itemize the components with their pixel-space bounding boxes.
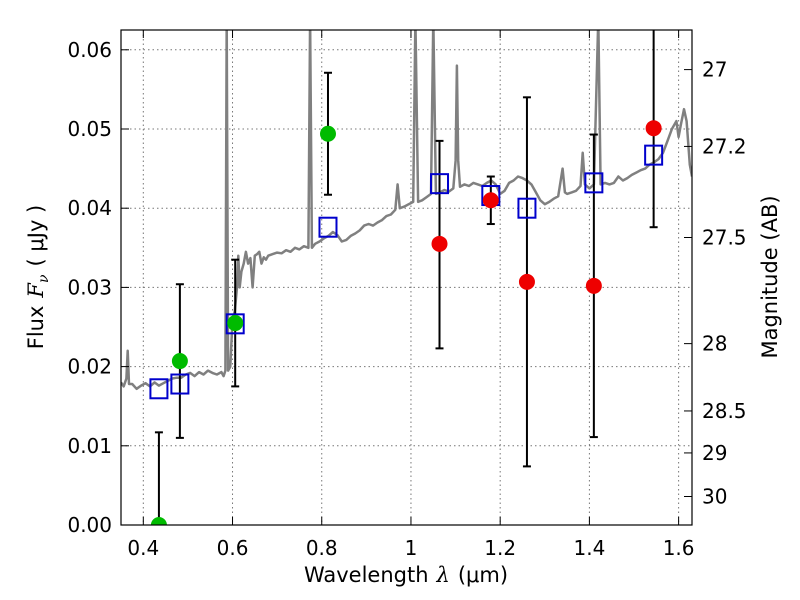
y-axis-title: Flux Fν ( μJy ) <box>24 205 52 349</box>
plot-frame <box>120 29 693 526</box>
y-tick-label: 0.06 <box>67 38 112 62</box>
right-tick-label: 27.2 <box>702 134 747 158</box>
y-tick-label: 0.02 <box>67 355 112 379</box>
x-axis-symbol: λ <box>436 563 450 587</box>
model-flux-square <box>430 173 450 195</box>
model-flux-square <box>584 172 604 194</box>
x-axis-title: Wavelength λ (μm) <box>304 563 508 587</box>
right-tick-label: 28 <box>702 332 727 356</box>
y-axis-unit: ( μJy ) <box>24 205 48 267</box>
right-tick-label: 29 <box>702 441 727 465</box>
axis-ticks: 0.4 0.6 0.8 1 1.2 1.4 1.6 0.00 0.01 0.02 0.03 0.04 0… <box>67 30 747 560</box>
x-axis-unit: (μm) <box>458 563 508 587</box>
model-flux-square <box>225 313 245 335</box>
model-flux-square <box>644 144 664 166</box>
right-axis-title: Magnitude (AB) <box>758 195 782 358</box>
green-flux-point <box>227 315 244 332</box>
x-tick-label: 1 <box>405 536 418 560</box>
model-flux-square <box>517 197 537 219</box>
right-tick-label: 30 <box>702 484 727 508</box>
model-flux-square <box>318 216 338 238</box>
green-flux-point <box>150 517 167 525</box>
y-tick-label: 0.03 <box>67 275 112 299</box>
model-flux-square <box>170 373 190 395</box>
y-tick-label: 0.00 <box>67 513 112 537</box>
x-tick-label: 1.2 <box>484 536 516 560</box>
right-tick-label: 28.5 <box>702 399 747 423</box>
y-axis-subscript: ν <box>36 274 52 283</box>
y-tick-label: 0.01 <box>67 434 112 458</box>
x-tick-label: 0.6 <box>217 536 249 560</box>
red-flux-point <box>518 273 535 290</box>
red-flux-point <box>585 277 602 294</box>
red-flux-point <box>431 235 448 252</box>
y-axis-symbol: F <box>24 282 48 299</box>
y-tick-label: 0.04 <box>67 196 112 220</box>
x-tick-label: 0.8 <box>306 536 338 560</box>
red-flux-point <box>482 192 499 209</box>
red-flux-point <box>645 120 662 137</box>
data-layer <box>121 30 692 525</box>
x-tick-label: 1.6 <box>663 536 695 560</box>
green-flux-point <box>171 353 188 370</box>
x-tick-label: 0.4 <box>127 536 159 560</box>
y-tick-label: 0.05 <box>67 117 112 141</box>
grid <box>121 30 692 526</box>
x-tick-label: 1.4 <box>573 536 605 560</box>
x-axis-label: Wavelength <box>304 563 429 587</box>
template-spectrum-line <box>121 30 692 391</box>
green-flux-point <box>319 125 336 142</box>
right-tick-label: 27 <box>702 58 727 82</box>
right-tick-label: 27.5 <box>702 226 747 250</box>
model-flux-square <box>149 378 169 400</box>
y-axis-label: Flux <box>24 306 48 350</box>
